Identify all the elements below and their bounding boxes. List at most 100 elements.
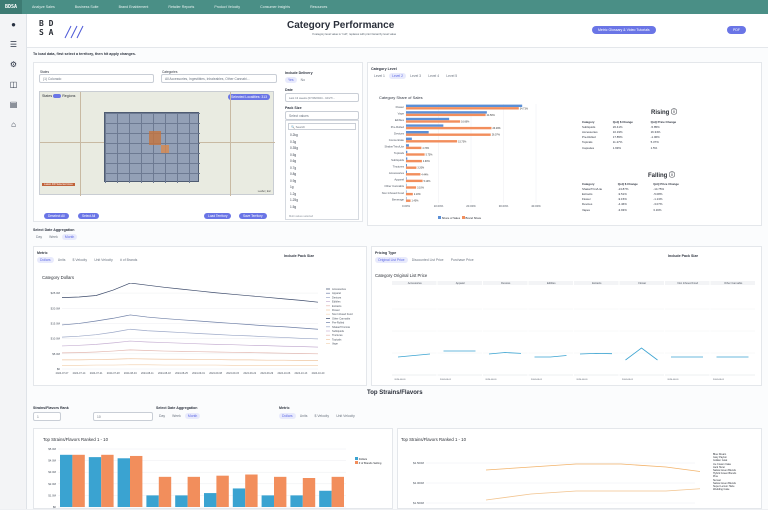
chart-icon[interactable]: ▤ — [9, 99, 18, 109]
brand-bar — [406, 199, 411, 202]
map-toggle[interactable]: States Regions — [42, 94, 76, 99]
tab-level-1[interactable]: Level 1 — [374, 74, 385, 78]
strains-metric-units[interactable]: Units — [299, 414, 308, 418]
load-territory-button[interactable]: Load Territory — [204, 213, 232, 219]
pdf-button[interactable]: PDF — [727, 26, 746, 34]
instruction-text: To load data, first select a territory, … — [33, 52, 136, 56]
agg-week[interactable]: Week — [49, 235, 58, 239]
strains-agg-day[interactable]: Day — [159, 414, 166, 418]
agg-day[interactable]: Day — [36, 235, 43, 239]
strains-agg-week[interactable]: Week — [172, 414, 181, 418]
category-level-tabs: Level 1 Level 2 Level 3 Level 4 Level 5 — [371, 73, 460, 79]
delivery-yes[interactable]: Yes — [285, 77, 297, 83]
pack-item[interactable]: 0.6g — [290, 159, 297, 163]
x-tick-label: 2024-08-01 — [576, 379, 588, 381]
brand-bar — [406, 133, 491, 136]
facet-header — [437, 281, 482, 285]
categories-select[interactable]: All Accessories, Ingestibles, Inhaleable… — [161, 74, 277, 83]
agg-month[interactable]: Month — [61, 234, 78, 240]
y-tick-label: $0 — [53, 505, 57, 509]
date-label: Date — [285, 88, 293, 92]
colorado-region[interactable] — [104, 112, 200, 183]
dollars-bar — [319, 490, 332, 507]
map-toggle-switch[interactable] — [53, 94, 62, 99]
brand-bar — [406, 146, 422, 150]
series-line-non-infused-food — [62, 364, 319, 367]
pack-item[interactable]: 0.3g — [290, 139, 297, 144]
info-icon[interactable]: ⓘ — [669, 173, 676, 179]
metric-brands[interactable]: # of Brands — [119, 258, 138, 262]
x-tick-label: 2024-08-01 — [485, 379, 497, 381]
deselect-all-button[interactable]: Deselect All — [44, 213, 69, 219]
user-icon[interactable]: ● — [11, 19, 16, 29]
pack-size-dropdown[interactable]: 🔍 Search 0.2kg 0.3g 0.35g 0.5g 0.6g 0.7g… — [285, 120, 359, 220]
metric-units[interactable]: Units — [57, 258, 66, 262]
nav-retailer-reports[interactable]: Retailer Reports — [168, 5, 195, 9]
nav-brand-enablement[interactable]: Brand Enablement — [118, 5, 149, 9]
pricing-original[interactable]: Original List Price — [375, 257, 408, 263]
tutorial-button[interactable]: Metric Glossary & Video Tutorials — [592, 26, 656, 34]
rank-from-input[interactable]: 1 — [33, 412, 61, 421]
tab-level-4[interactable]: Level 4 — [428, 74, 440, 78]
pack-item[interactable]: 1.25g — [290, 198, 298, 202]
gear-icon[interactable]: ⚙ — [9, 59, 18, 69]
briefcase-icon[interactable]: ◫ — [9, 79, 18, 89]
legend-label: Topicals — [332, 337, 342, 341]
nav-analyze-sales[interactable]: Analyze Sales — [32, 5, 55, 9]
date-select[interactable]: Last 13 weeks (07/28/2024 - 10/27/... — [285, 93, 359, 102]
brands-bar — [130, 455, 143, 507]
nav-product-velocity[interactable]: Product Velocity — [214, 5, 241, 9]
map-attribution: Leaflet | Esri — [257, 190, 271, 193]
strains-metric-unit-velocity[interactable]: Unit Velocity — [336, 414, 355, 418]
save-territory-button[interactable]: Save Territory — [239, 213, 267, 219]
info-icon[interactable]: ⓘ — [671, 110, 678, 116]
rank-to-input[interactable]: 10 — [93, 412, 153, 421]
pack-search-input[interactable]: 🔍 Search — [288, 123, 356, 130]
include-pack-label: Include Pack Size — [284, 254, 315, 258]
tab-level-3[interactable]: Level 3 — [410, 74, 422, 78]
dollars-bar — [175, 495, 188, 507]
tab-level-5[interactable]: Level 5 — [446, 74, 458, 78]
strains-metric-dollars[interactable]: Dollars — [279, 413, 296, 419]
pack-item[interactable]: 0.8g — [290, 172, 297, 176]
pack-item[interactable]: 1.2g — [290, 191, 297, 196]
data-label: 3.20% — [417, 167, 425, 170]
strains-metric-dollar-velocity[interactable]: $ Velocity — [314, 414, 330, 418]
delivery-no[interactable]: No — [300, 78, 305, 82]
nav-consumer-insights[interactable]: Consumer Insights — [260, 5, 291, 9]
share-bar — [406, 111, 487, 114]
share-bar — [406, 150, 408, 154]
app-logo[interactable]: BDSA — [0, 0, 22, 14]
home-icon[interactable]: ⌂ — [11, 119, 16, 129]
pack-item[interactable]: 0.5g — [290, 152, 297, 157]
territory-map[interactable]: States Regions Selected Localities: 313 L… — [39, 91, 275, 196]
list-icon[interactable]: ☰ — [9, 39, 18, 49]
strains-agg-month[interactable]: Month — [184, 413, 201, 419]
table-row: Shake/Trim/Lite -13.87% -14.75% — [582, 186, 665, 191]
nav-resources[interactable]: Resources — [310, 5, 328, 9]
states-select[interactable]: (1) Colorado — [39, 74, 154, 83]
category-label: Edibles — [395, 118, 405, 122]
select-all-button[interactable]: Select All — [78, 213, 100, 219]
nav-business-suite[interactable]: Business Suite — [74, 5, 99, 9]
delivery-toggle[interactable]: Yes No — [285, 77, 308, 83]
pricing-discounted[interactable]: Discounted List Price — [411, 258, 444, 262]
pack-size-select[interactable]: Select values — [285, 111, 359, 120]
pricing-purchase[interactable]: Purchase Price — [450, 258, 474, 262]
pack-item[interactable]: 0.9g — [290, 178, 297, 183]
tab-level-2[interactable]: Level 2 — [389, 73, 406, 79]
pack-item[interactable]: 0.2kg — [290, 133, 298, 137]
pack-item[interactable]: 1g — [290, 185, 294, 189]
brands-bar — [158, 476, 172, 507]
table-row: Accessories 10.19% 16.34% — [582, 129, 661, 134]
metric-dollars[interactable]: Dollars — [37, 257, 54, 263]
pack-item[interactable]: 1.5g — [290, 204, 297, 209]
legend-label: Tinctures — [332, 333, 343, 337]
pack-item[interactable]: 0.35g — [290, 146, 298, 150]
metric-dollar-velocity[interactable]: $ Velocity — [72, 258, 88, 262]
main-content: B D S A Category Performance If category… — [27, 14, 768, 509]
share-chart: 0.00% 10.00% 20.00% 30.00% 40.00% Flower 34.71… — [382, 104, 541, 208]
y-tick-label: $2.500M — [413, 461, 425, 465]
pack-item[interactable]: 0.7g — [290, 165, 297, 170]
metric-unit-velocity[interactable]: Unit Velocity — [94, 258, 113, 262]
